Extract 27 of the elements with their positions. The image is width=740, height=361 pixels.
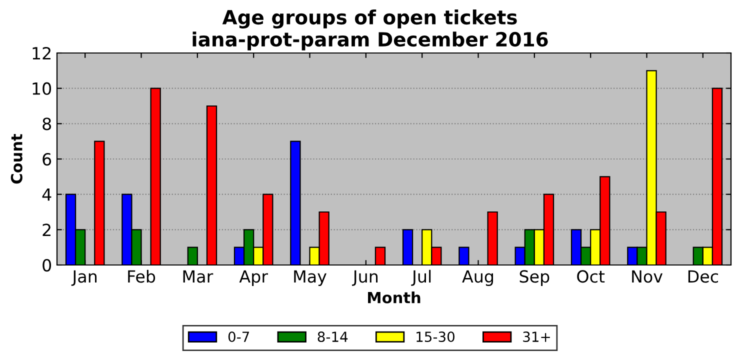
y-tick-label: 8	[42, 118, 51, 130]
x-tick-label: Dec	[688, 270, 718, 283]
x-tick-label: Jan	[71, 270, 97, 286]
x-axis-title: Month	[368, 292, 420, 304]
x-tick-label: Jul	[411, 270, 431, 286]
x-tick-label: Sep	[520, 270, 550, 286]
y-tick-label: 10	[32, 82, 52, 95]
x-tick-label: Feb	[128, 270, 156, 283]
y-tick-label: 2	[42, 224, 50, 236]
y-tick-label: 6	[42, 152, 52, 166]
x-tick-label: May	[294, 270, 326, 286]
x-tick-label: Jun	[352, 270, 378, 286]
y-tick-label: 4	[42, 188, 52, 201]
y-axis-title: Count	[10, 134, 22, 184]
x-tick-label: Apr	[239, 270, 268, 286]
chart-title: Age groups of open tickets	[222, 10, 517, 28]
legend-label: 15-30	[416, 332, 454, 342]
y-tick-label: 12	[32, 46, 50, 60]
legend-label: 31+	[523, 332, 550, 342]
legend-label: 0-7	[228, 332, 250, 342]
x-tick-label: Mar	[183, 270, 214, 283]
x-tick-label: Oct	[577, 270, 605, 283]
chart-subtitle: iana-prot-param December 2016	[192, 32, 548, 50]
legend-label: 8-14	[318, 332, 348, 342]
x-tick-label: Aug	[462, 270, 494, 286]
y-tick-label: 0	[42, 258, 52, 272]
x-tick-label: Nov	[632, 270, 663, 283]
